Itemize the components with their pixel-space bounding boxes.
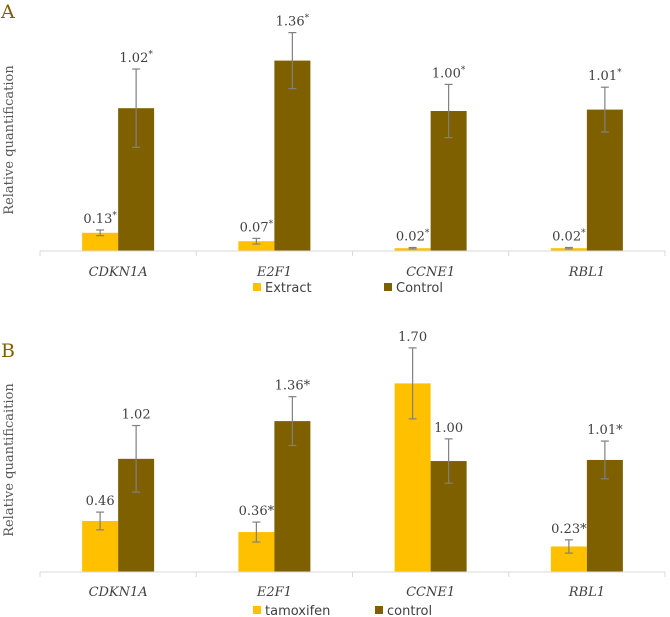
panel-b-error-bar <box>600 440 609 480</box>
panel-a-tick-label-cdkn1a: CDKN1A <box>89 265 148 280</box>
panel-a-bar-extract-cdkn1a <box>82 232 119 251</box>
panel-a-data-label: 0.13* <box>83 211 117 227</box>
panel-a-data-label: 1.36* <box>276 14 310 30</box>
panel-b-data-label: 1.00 <box>434 421 463 436</box>
panel-a-legend: Extract Control <box>253 281 443 296</box>
panel-a-plot-area: 0.13* 1.02* 0.07* 1.36* 0.02* 1.00* 0.02* 1.01* <box>82 14 623 251</box>
panel-a-error-bar <box>252 237 261 245</box>
panel-b-tick-label-rbl1: RBL1 <box>568 585 605 600</box>
panel-a-legend-swatch-1 <box>253 283 261 291</box>
panel-a-error-bar <box>132 68 141 148</box>
panel-a-bar-control-e2f1 <box>274 60 311 251</box>
panel-a-bar-extract-ccne1 <box>394 248 431 251</box>
panel-b-data-label: 1.01* <box>587 423 623 438</box>
panel-b-data-label: 0.23* <box>551 522 587 537</box>
panel-b-error-bar <box>132 424 141 493</box>
panel-a-legend-label-1: Extract <box>265 281 312 296</box>
panel-b-data-label: 0.46 <box>86 494 115 509</box>
panel-a-error-bar <box>564 246 573 250</box>
panel-b-error-bar <box>564 539 573 554</box>
panel-a-error-bar <box>600 86 609 133</box>
panel-a-letter: A <box>0 1 15 23</box>
panel-a-data-label: 0.02* <box>552 229 586 245</box>
panel-a-data-label: 0.07* <box>240 219 274 235</box>
panel-a-ylabel: Relative quantification <box>2 65 17 215</box>
panel-a-bar-extract-rbl1 <box>550 248 587 251</box>
panel-b-tick-label-ccne1: CCNE1 <box>406 585 455 600</box>
panel-a-bar-control-rbl1 <box>586 109 623 251</box>
panel-a-data-label: 1.02* <box>119 50 153 66</box>
panel-a-error-bar <box>444 83 453 139</box>
chart-panel-b: B Relative quantificaition 0.46 1.02 0.36*… <box>1 330 666 617</box>
panel-b-error-bar <box>96 511 105 531</box>
panel-b-data-label: 1.36* <box>275 379 311 394</box>
panel-a-tick-label-rbl1: RBL1 <box>568 265 605 280</box>
panel-b-x-ticks: CDKN1A E2F1 CCNE1 RBL1 <box>39 572 666 600</box>
panel-b-error-bar <box>444 438 453 484</box>
panel-a-error-bar <box>408 246 417 250</box>
panel-b-legend: tamoxifen control <box>253 604 432 617</box>
panel-a-legend-swatch-2 <box>384 283 392 291</box>
panel-b-legend-swatch-2 <box>375 606 383 614</box>
panel-a-x-ticks: CDKN1A E2F1 CCNE1 RBL1 <box>39 251 666 280</box>
panel-b-bar-control-e2f1 <box>274 421 311 572</box>
panel-a-data-label: 0.02* <box>396 229 430 245</box>
panel-a-bar-extract-e2f1 <box>238 241 275 251</box>
panel-b-letter: B <box>1 340 15 362</box>
panel-a-error-bar <box>96 229 105 237</box>
panel-a-tick-label-e2f1: E2F1 <box>256 265 292 280</box>
panel-a-data-label: 1.01* <box>588 68 622 84</box>
panel-b-legend-label-1: tamoxifen <box>265 604 330 617</box>
panel-b-data-label: 1.70 <box>398 330 427 345</box>
panel-b-legend-swatch-1 <box>253 606 261 614</box>
panel-b-data-label: 0.36* <box>239 504 275 519</box>
panel-b-tick-label-e2f1: E2F1 <box>256 585 292 600</box>
panel-b-error-bar <box>408 347 417 420</box>
panel-b-legend-label-2: control <box>387 604 432 617</box>
panel-a-tick-label-ccne1: CCNE1 <box>406 265 455 280</box>
chart-panel-a: A Relative quantification 0.13* 1.02* 0.07… <box>0 1 666 296</box>
panel-b-error-bar <box>252 521 261 543</box>
panel-b-plot-area: 0.46 1.02 0.36* 1.36* 1.70 1.00 0.23* 1.01* <box>82 330 623 572</box>
panel-b-ylabel: Relative quantificaition <box>2 383 17 537</box>
panel-a-data-label: 1.00* <box>432 65 466 81</box>
panel-a-legend-label-2: Control <box>396 281 443 296</box>
panel-a-error-bar <box>288 31 297 90</box>
panel-b-error-bar <box>288 396 297 447</box>
panel-b-data-label: 1.02 <box>122 408 151 423</box>
panel-b-tick-label-cdkn1a: CDKN1A <box>89 585 148 600</box>
